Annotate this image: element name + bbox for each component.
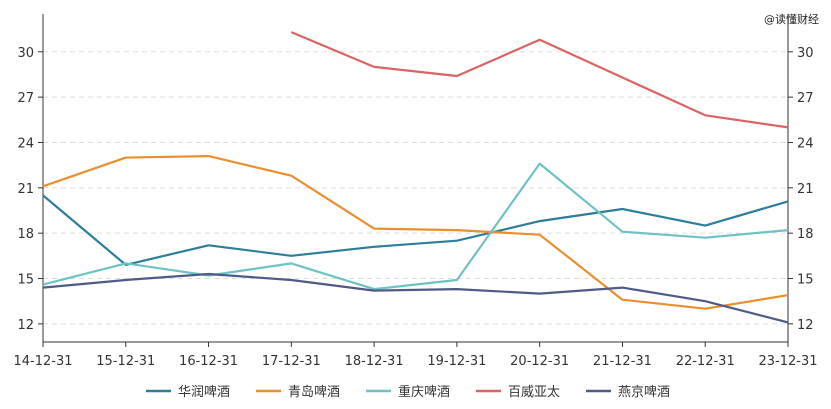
y-tick-label-right-18: 18 [797,227,814,242]
x-tick-label-4: 18-12-31 [345,354,404,369]
series-line-4 [42,272,789,324]
y-tick-label-left-15: 15 [17,273,34,288]
x-tick-label-0: 14-12-31 [13,354,72,369]
y-tick-label-left-12: 12 [17,318,34,333]
x-tick-label-8: 22-12-31 [676,354,735,369]
y-tick-label-right-12: 12 [797,318,814,333]
y-tick-label-right-15: 15 [797,273,814,288]
watermark: @读懂财经 [764,13,819,26]
series-line-2 [42,162,789,291]
y-ticks-right: 12 15 18 21 24 27 30 [788,46,814,333]
legend-label-1: 青岛啤酒 [288,384,340,400]
legend: 华润啤酒 青岛啤酒 重庆啤酒 百威亚太 燕京啤酒 [146,384,670,400]
y-tick-label-left-21: 21 [17,182,34,197]
series-line-1 [42,155,789,310]
x-tick-label-7: 21-12-31 [593,354,652,369]
legend-label-4: 燕京啤酒 [618,385,670,400]
series-line-0 [42,194,789,266]
x-tick-label-6: 20-12-31 [510,354,569,369]
y-tick-label-right-24: 24 [797,136,814,151]
y-tick-label-left-24: 24 [17,136,34,151]
legend-label-3: 百威亚太 [508,385,560,400]
x-tick-label-3: 17-12-31 [262,354,321,369]
y-tick-label-left-30: 30 [17,46,34,61]
legend-label-2: 重庆啤酒 [398,384,450,400]
series-line-3 [290,31,789,129]
series-lines [42,31,789,324]
y-tick-label-left-27: 27 [17,91,34,106]
x-tick-label-5: 19-12-31 [427,354,486,369]
x-tick-label-2: 16-12-31 [179,354,238,369]
axes [42,14,789,343]
gridlines [43,51,788,325]
legend-label-0: 华润啤酒 [178,385,230,400]
y-ticks-left: 12 15 18 21 24 27 30 [17,46,43,333]
x-tick-label-1: 15-12-31 [96,354,155,369]
y-tick-label-left-18: 18 [17,227,34,242]
y-tick-label-right-30: 30 [797,46,814,61]
x-tick-label-9: 23-12-31 [758,354,817,369]
y-tick-label-right-21: 21 [797,182,814,197]
y-tick-label-right-27: 27 [797,91,814,106]
x-ticks: 14-12-31 15-12-31 16-12-31 17-12-31 18-12-31… [13,342,818,369]
